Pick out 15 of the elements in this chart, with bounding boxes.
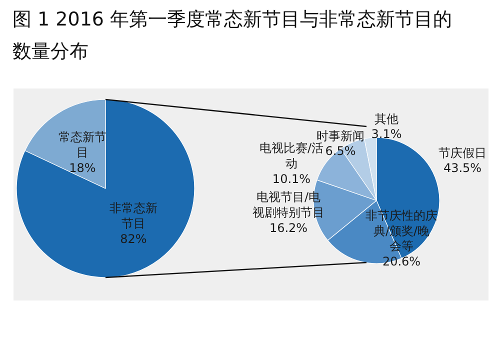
data-label: 10.1%: [272, 172, 311, 186]
data-label: 82%: [120, 232, 147, 246]
slice-label: 节庆假日: [438, 146, 486, 160]
data-label: 6.5%: [325, 144, 356, 158]
data-label: 43.5%: [443, 161, 482, 176]
data-label: 3.1%: [371, 127, 402, 142]
slice-label: 其他: [374, 112, 398, 126]
data-label: 18%: [69, 160, 96, 175]
slice-label: 非常态新节目: [110, 201, 158, 230]
slice-label: 时事新闻: [316, 128, 364, 143]
slice-label: 常态新节目: [58, 130, 106, 160]
chart-title: 图 1 2016 年第一季度常态新节目与非常态新节目的数量分布: [12, 8, 452, 62]
slice-label: 电视比赛/活动: [259, 141, 324, 170]
data-label: 16.2%: [269, 220, 308, 235]
data-label: 20.6%: [382, 254, 421, 269]
